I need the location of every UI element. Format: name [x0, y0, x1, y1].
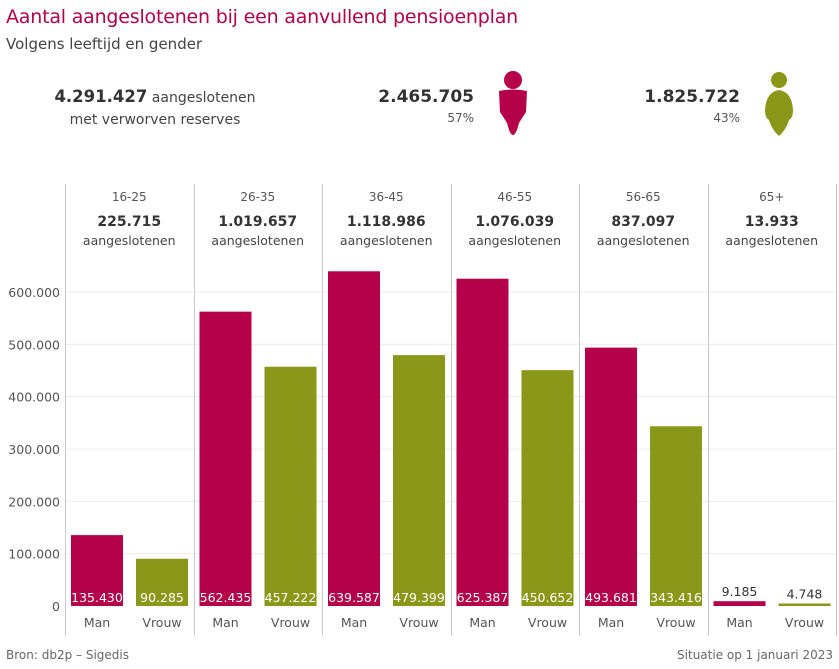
bar-value-label: 9.185: [722, 584, 758, 599]
bar-vrouw: [264, 366, 317, 606]
kpi-women-value: 1.825.722: [644, 87, 740, 107]
x-category-label: Man: [341, 615, 367, 630]
x-category-label: Man: [598, 615, 624, 630]
bar-value-label: 639.587: [328, 590, 380, 605]
x-category-label: Man: [726, 615, 752, 630]
bar-value-label: 457.222: [265, 590, 317, 605]
bar-vrouw: [393, 355, 445, 606]
chart-subtitle: Volgens leeftijd en gender: [6, 35, 203, 53]
bar-value-label: 493.681: [585, 590, 637, 605]
x-category-label: Vrouw: [271, 615, 310, 630]
y-tick-label: 100.000: [8, 547, 60, 562]
age-group-unit: aangeslotenen: [211, 233, 304, 248]
x-category-label: Man: [469, 615, 495, 630]
age-group-label: 65+: [759, 190, 784, 204]
x-category-label: Vrouw: [528, 615, 567, 630]
bar-man: [456, 278, 509, 606]
y-tick-label: 600.000: [8, 285, 60, 300]
source-note: Bron: db2p – Sigedis: [6, 648, 129, 662]
kpi-women: 1.825.722 43%: [640, 86, 740, 128]
kpi-men: 2.465.705 57%: [374, 86, 474, 128]
x-category-label: Vrouw: [785, 615, 824, 630]
bar-man: [328, 271, 380, 606]
x-category-label: Vrouw: [142, 615, 181, 630]
bar-value-label: 450.652: [522, 590, 574, 605]
x-category-label: Man: [84, 615, 110, 630]
kpi-men-value: 2.465.705: [378, 87, 474, 107]
bar-vrouw: [650, 426, 702, 606]
kpi-men-pct: 57%: [447, 111, 474, 125]
bar-man: [199, 311, 252, 606]
date-note: Situatie op 1 januari 2023: [677, 648, 833, 662]
bar-value-label: 135.430: [71, 590, 123, 605]
kpi-total-sublabel: met verworven reserves: [69, 112, 241, 128]
age-group-unit: aangeslotenen: [468, 233, 561, 248]
age-group-unit: aangeslotenen: [83, 233, 176, 248]
age-group-label: 16-25: [112, 190, 147, 204]
bar-value-label: 343.416: [650, 590, 702, 605]
bar-vrouw: [136, 558, 188, 606]
age-group-unit: aangeslotenen: [725, 233, 818, 248]
bar-value-label: 479.399: [393, 590, 445, 605]
chart-title: Aantal aangeslotenen bij een aanvullend …: [6, 6, 518, 28]
age-group-unit: aangeslotenen: [597, 233, 690, 248]
age-group-total: 837.097: [611, 214, 675, 230]
y-tick-label: 0: [52, 599, 60, 614]
kpi-total-label: aangeslotenen: [151, 90, 256, 106]
x-category-label: Vrouw: [656, 615, 695, 630]
y-tick-label: 300.000: [8, 442, 60, 457]
age-group-total: 1.076.039: [475, 214, 554, 230]
age-group-label: 36-45: [369, 190, 404, 204]
male-person-icon: [499, 71, 527, 135]
kpi-total: 4.291.427 aangeslotenen met verworven re…: [20, 86, 290, 131]
age-group-total: 13.933: [745, 214, 799, 230]
age-group-total: 1.019.657: [218, 214, 297, 230]
bar-value-label: 625.387: [457, 590, 509, 605]
bar-man: [713, 601, 766, 606]
age-group-total: 1.118.986: [347, 214, 426, 230]
age-group-label: 26-35: [240, 190, 275, 204]
x-category-label: Man: [212, 615, 238, 630]
bar-vrouw: [521, 370, 574, 606]
kpi-total-value: 4.291.427: [54, 87, 148, 106]
age-group-unit: aangeslotenen: [340, 233, 433, 248]
y-tick-label: 500.000: [8, 337, 60, 352]
y-tick-label: 400.000: [8, 390, 60, 405]
age-group-total: 225.715: [97, 214, 161, 230]
bar-man: [71, 535, 123, 606]
bar-value-label: 90.285: [140, 590, 184, 605]
bar-vrouw: [778, 603, 831, 606]
bar-value-label: 4.748: [787, 587, 823, 602]
age-group-label: 46-55: [497, 190, 532, 204]
y-tick-label: 200.000: [8, 494, 60, 509]
bar-value-label: 562.435: [200, 590, 252, 605]
kpi-women-pct: 43%: [713, 111, 740, 125]
x-category-label: Vrouw: [399, 615, 438, 630]
female-person-icon: [765, 72, 793, 136]
age-group-label: 56-65: [626, 190, 661, 204]
bar-man: [585, 347, 637, 606]
